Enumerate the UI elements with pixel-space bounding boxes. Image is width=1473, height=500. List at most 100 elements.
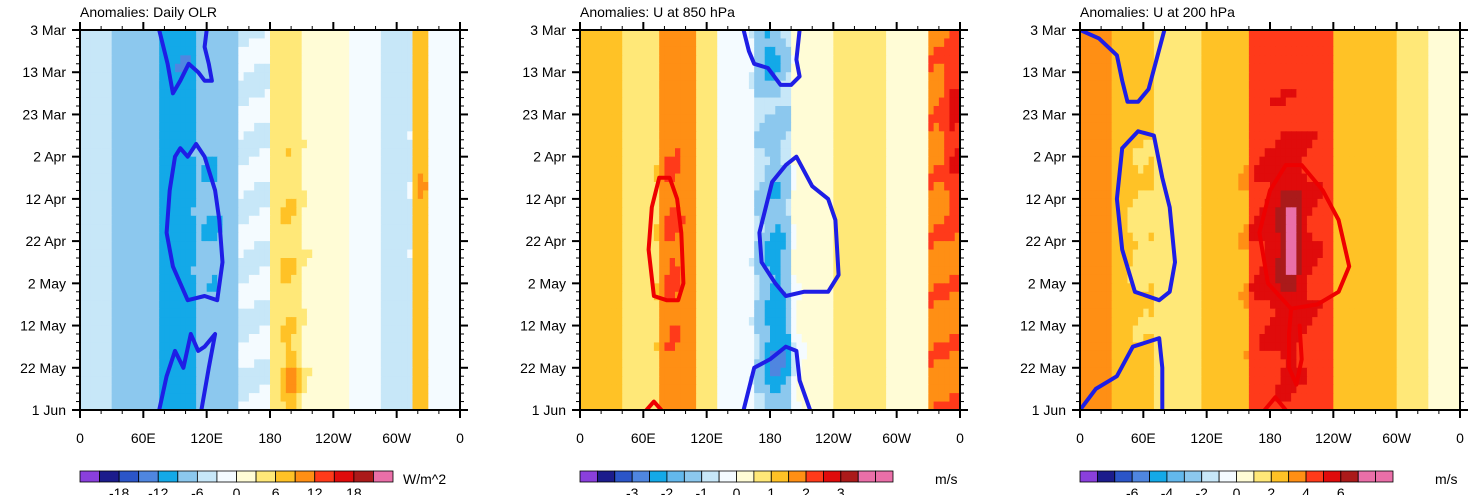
heatmap-cell bbox=[707, 64, 713, 73]
heatmap-cell bbox=[349, 326, 355, 335]
heatmap-cell bbox=[428, 89, 434, 98]
heatmap-cell bbox=[707, 190, 713, 199]
heatmap-cell bbox=[281, 98, 287, 107]
heatmap-cell bbox=[101, 89, 107, 98]
heatmap-cell bbox=[413, 89, 419, 98]
heatmap-cell bbox=[444, 393, 450, 402]
heatmap-cell bbox=[413, 334, 419, 343]
heatmap-cell bbox=[106, 174, 112, 183]
heatmap-cell bbox=[217, 47, 223, 56]
heatmap-cell bbox=[601, 207, 607, 216]
heatmap-cell bbox=[744, 190, 750, 199]
heatmap-cell bbox=[444, 89, 450, 98]
heatmap-cell bbox=[85, 148, 91, 157]
heatmap-cell bbox=[601, 47, 607, 56]
heatmap-cell bbox=[281, 385, 287, 394]
heatmap-cell bbox=[186, 47, 192, 56]
heatmap-cell bbox=[354, 89, 360, 98]
heatmap-cell bbox=[596, 207, 602, 216]
heatmap-cell bbox=[781, 140, 787, 149]
heatmap-cell bbox=[818, 47, 824, 56]
heatmap-cell bbox=[286, 55, 292, 64]
heatmap-cell bbox=[617, 47, 623, 56]
heatmap-cell bbox=[191, 199, 197, 208]
heatmap-cell bbox=[680, 123, 686, 132]
heatmap-cell bbox=[860, 140, 866, 149]
heatmap-cell bbox=[201, 266, 207, 275]
heatmap-cell bbox=[402, 140, 408, 149]
heatmap-cell bbox=[934, 182, 940, 191]
heatmap-cell bbox=[112, 114, 118, 123]
heatmap-cell bbox=[228, 38, 234, 47]
heatmap-cell bbox=[802, 140, 808, 149]
heatmap-cell bbox=[928, 182, 934, 191]
heatmap-cell bbox=[349, 275, 355, 284]
heatmap-cell bbox=[349, 300, 355, 309]
heatmap-cell bbox=[397, 38, 403, 47]
heatmap-cell bbox=[596, 89, 602, 98]
heatmap-cell bbox=[376, 199, 382, 208]
colorbar-label: -6 bbox=[191, 485, 204, 495]
heatmap-cell bbox=[791, 131, 797, 140]
heatmap-cell bbox=[96, 190, 102, 199]
heatmap-cell bbox=[201, 250, 207, 259]
colorbar-box bbox=[100, 471, 120, 482]
heatmap-cell bbox=[138, 266, 144, 275]
heatmap-cell bbox=[312, 275, 318, 284]
heatmap-cell bbox=[275, 114, 281, 123]
heatmap-cell bbox=[223, 368, 229, 377]
heatmap-cell bbox=[686, 38, 692, 47]
heatmap-cell bbox=[360, 30, 366, 39]
heatmap-cell bbox=[360, 131, 366, 140]
heatmap-cell bbox=[143, 258, 149, 267]
heatmap-cell bbox=[439, 182, 445, 191]
heatmap-cell bbox=[696, 81, 702, 90]
heatmap-cell bbox=[138, 174, 144, 183]
heatmap-cell bbox=[876, 114, 882, 123]
heatmap-cell bbox=[770, 148, 776, 157]
heatmap-cell bbox=[96, 30, 102, 39]
heatmap-cell bbox=[228, 385, 234, 394]
heatmap-cell bbox=[344, 233, 350, 242]
heatmap-cell bbox=[307, 224, 313, 233]
heatmap-cell bbox=[318, 157, 324, 166]
heatmap-cell bbox=[402, 55, 408, 64]
heatmap-cell bbox=[865, 174, 871, 183]
heatmap-cell bbox=[423, 241, 429, 250]
heatmap-cell bbox=[228, 123, 234, 132]
heatmap-cell bbox=[180, 55, 186, 64]
heatmap-cell bbox=[291, 157, 297, 166]
heatmap-cell bbox=[265, 241, 271, 250]
heatmap-cell bbox=[913, 72, 919, 81]
heatmap-cell bbox=[370, 30, 376, 39]
heatmap-cell bbox=[423, 326, 429, 335]
heatmap-cell bbox=[696, 30, 702, 39]
heatmap-cell bbox=[228, 224, 234, 233]
heatmap-cell bbox=[91, 157, 97, 166]
heatmap-cell bbox=[649, 148, 655, 157]
heatmap-cell bbox=[376, 174, 382, 183]
heatmap-cell bbox=[354, 233, 360, 242]
heatmap-cell bbox=[244, 385, 250, 394]
heatmap-cell bbox=[270, 72, 276, 81]
heatmap-cell bbox=[249, 224, 255, 233]
heatmap-cell bbox=[91, 275, 97, 284]
heatmap-cell bbox=[781, 123, 787, 132]
heatmap-cell bbox=[339, 241, 345, 250]
heatmap-cell bbox=[138, 317, 144, 326]
heatmap-cell bbox=[159, 266, 165, 275]
heatmap-cell bbox=[312, 342, 318, 351]
heatmap-cell bbox=[196, 241, 202, 250]
heatmap-cell bbox=[434, 182, 440, 191]
heatmap-cell bbox=[818, 207, 824, 216]
heatmap-cell bbox=[149, 114, 155, 123]
heatmap-cell bbox=[223, 216, 229, 225]
heatmap-cell bbox=[664, 182, 670, 191]
heatmap-cell bbox=[849, 174, 855, 183]
heatmap-cell bbox=[907, 123, 913, 132]
heatmap-cell bbox=[149, 64, 155, 73]
heatmap-cell bbox=[865, 98, 871, 107]
heatmap-cell bbox=[923, 207, 929, 216]
heatmap-cell bbox=[117, 300, 123, 309]
heatmap-cell bbox=[254, 224, 260, 233]
